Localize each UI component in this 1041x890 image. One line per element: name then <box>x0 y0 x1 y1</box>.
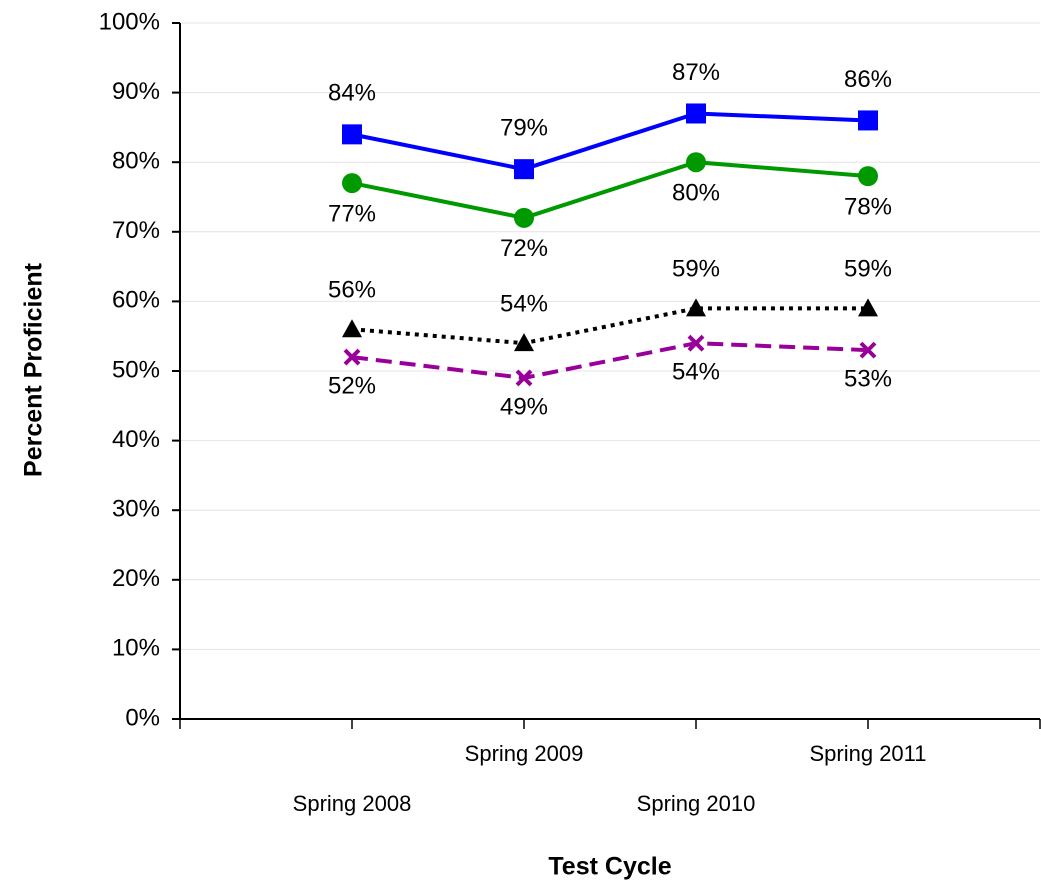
data-label: 77% <box>328 200 376 227</box>
x-axis-title: Test Cycle <box>548 853 671 881</box>
marker <box>686 298 706 317</box>
marker <box>343 348 361 366</box>
x-tick-label: Spring 2011 <box>809 741 926 766</box>
marker <box>514 333 534 352</box>
data-label: 54% <box>672 359 720 386</box>
data-label: 56% <box>328 277 376 304</box>
marker <box>515 369 533 387</box>
y-tick-label: 90% <box>112 78 160 105</box>
marker <box>858 110 878 131</box>
y-tick-label: 30% <box>112 496 160 523</box>
data-label: 53% <box>844 365 892 392</box>
marker <box>858 166 878 187</box>
marker <box>342 124 362 145</box>
y-tick-label: 60% <box>112 287 160 314</box>
y-tick-label: 0% <box>125 704 160 731</box>
y-tick-label: 80% <box>112 148 160 175</box>
data-label: 72% <box>500 235 548 262</box>
marker <box>342 173 362 194</box>
series-line <box>351 306 868 346</box>
data-label: 49% <box>500 393 548 420</box>
marker <box>686 103 706 124</box>
y-tick-label: 20% <box>112 565 160 592</box>
data-label: 86% <box>844 66 892 93</box>
marker <box>858 298 878 317</box>
data-label: 54% <box>500 291 548 318</box>
y-tick-label: 50% <box>112 356 160 383</box>
x-tick-label: Spring 2009 <box>465 741 584 766</box>
y-tick-label: 100% <box>99 8 160 35</box>
x-tick-label: Spring 2008 <box>293 791 412 816</box>
series-line <box>351 111 869 172</box>
marker <box>342 319 362 338</box>
marker <box>514 159 534 180</box>
y-tick-label: 10% <box>112 635 160 662</box>
series-line <box>351 160 869 220</box>
data-label: 59% <box>672 256 720 283</box>
data-label: 84% <box>328 80 376 107</box>
data-label: 78% <box>844 193 892 220</box>
data-label: 52% <box>328 372 376 399</box>
series-line <box>351 341 869 380</box>
data-label: 87% <box>672 59 720 86</box>
data-label: 80% <box>672 180 720 207</box>
marker <box>687 334 705 352</box>
y-tick-label: 40% <box>112 426 160 453</box>
data-label: 79% <box>500 115 548 142</box>
y-tick-label: 70% <box>112 217 160 244</box>
x-tick-label: Spring 2010 <box>637 791 756 816</box>
y-axis-title: Percent Proficient <box>20 262 48 477</box>
data-label: 59% <box>844 256 892 283</box>
marker <box>859 341 877 359</box>
marker <box>686 152 706 173</box>
marker <box>514 207 534 228</box>
